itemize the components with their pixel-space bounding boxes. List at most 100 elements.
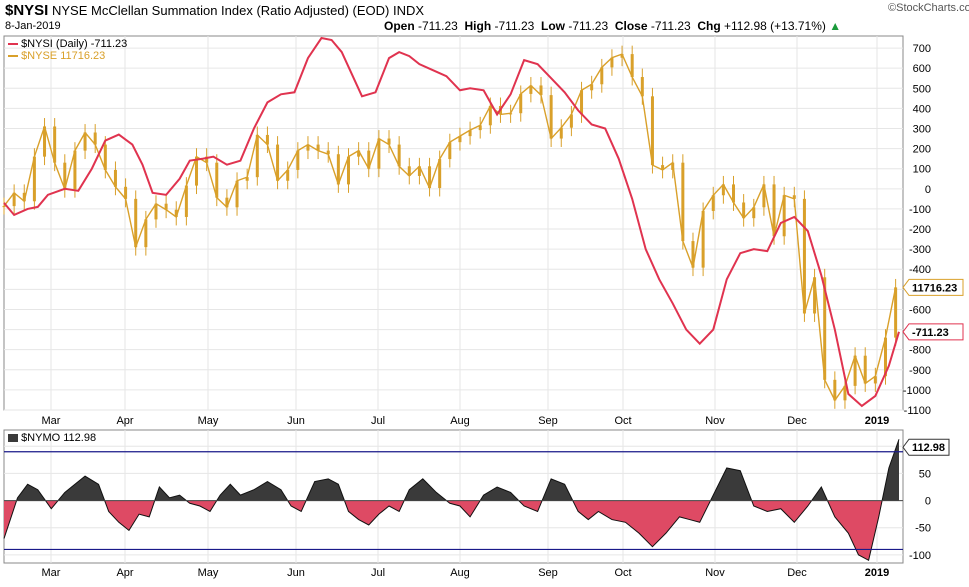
nyse-candle bbox=[205, 156, 209, 163]
y-tick-label: 100 bbox=[913, 164, 931, 176]
open-value: -711.23 bbox=[418, 19, 458, 33]
ohlc-readout: Open -711.23 High -711.23 Low -711.23 Cl… bbox=[384, 19, 841, 33]
nyse-candle bbox=[883, 337, 887, 377]
nyse-candle bbox=[894, 287, 898, 338]
legend-nyse: $NYSE 11716.23 bbox=[8, 50, 105, 62]
nyse-candle bbox=[539, 85, 543, 96]
nymo-x-tick-label: 2019 bbox=[865, 567, 889, 579]
x-tick-label: Apr bbox=[116, 415, 133, 427]
nyse-candle bbox=[630, 54, 634, 78]
up-arrow-icon: ▲ bbox=[829, 19, 842, 33]
nyse-candle bbox=[610, 57, 614, 68]
nyse-candle bbox=[721, 184, 725, 196]
y-tick-label: -100 bbox=[909, 204, 931, 216]
nymo-last-tag-box bbox=[902, 438, 950, 456]
nymo-y-tick-label: -50 bbox=[915, 523, 931, 535]
y-tick-label: -400 bbox=[909, 264, 931, 276]
nyse-candle bbox=[316, 144, 320, 151]
y-tick-label: 0 bbox=[925, 184, 931, 196]
nyse-candle bbox=[843, 385, 847, 401]
low-label: Low bbox=[541, 19, 565, 33]
y-tick-label: 400 bbox=[913, 103, 931, 115]
nysi-line bbox=[3, 36, 900, 408]
nyse-candle bbox=[43, 126, 47, 157]
nyse-candle bbox=[53, 126, 57, 163]
legend-nysi: $NYSI (Daily) -711.23 bbox=[8, 38, 127, 50]
nyse-candle bbox=[833, 379, 837, 401]
nyse-candle bbox=[813, 277, 817, 314]
x-tick-label: Nov bbox=[705, 415, 725, 427]
y-tick-label: 600 bbox=[913, 63, 931, 75]
nyse-last-tag: 11716.23 bbox=[902, 278, 964, 296]
y-tick-label: -600 bbox=[909, 304, 931, 316]
nymo-line bbox=[3, 439, 900, 562]
nyse-candle bbox=[711, 195, 715, 211]
legend-nysi-swatch bbox=[8, 43, 18, 46]
nyse-candle bbox=[144, 219, 148, 248]
nyse-candle bbox=[235, 180, 239, 208]
nymo-last-tag-text: 112.98 bbox=[912, 442, 945, 454]
nyse-candle bbox=[873, 376, 877, 384]
nyse-candle bbox=[661, 165, 665, 170]
nymo-x-tick-label: Jul bbox=[371, 567, 385, 579]
nymo-plot-frame bbox=[3, 429, 904, 564]
nyse-candle bbox=[296, 150, 300, 170]
nyse-candle bbox=[164, 203, 168, 210]
nyse-candle bbox=[752, 207, 756, 219]
nyse-candle bbox=[286, 169, 290, 181]
x-tick-label: 2019 bbox=[865, 415, 889, 427]
nymo-x-tick-label: Aug bbox=[450, 567, 470, 579]
nyse-last-tag-text: 11716.23 bbox=[912, 282, 957, 294]
nymo-last-tag: 112.98 bbox=[902, 438, 950, 456]
nyse-candle bbox=[762, 184, 766, 208]
chg-label: Chg bbox=[697, 19, 721, 33]
nyse-candle bbox=[650, 96, 654, 166]
nyse-candle bbox=[215, 162, 219, 198]
nyse-candle bbox=[620, 54, 624, 58]
nymo-x-tick-label: Nov bbox=[705, 567, 725, 579]
chart-title: $NYSI NYSE McClellan Summation Index (Ra… bbox=[5, 2, 424, 19]
nyse-candle bbox=[792, 195, 796, 199]
nyse-candle bbox=[519, 93, 523, 114]
nyse-candle bbox=[2, 206, 6, 208]
nymo-positive-area bbox=[4, 439, 899, 501]
nyse-candle bbox=[93, 132, 97, 145]
nyse-candle bbox=[357, 150, 361, 157]
nymo-x-tick-label: May bbox=[198, 567, 219, 579]
nyse-candle bbox=[569, 114, 573, 128]
nyse-candle bbox=[265, 134, 269, 145]
main-plot-frame bbox=[3, 35, 904, 411]
nyse-candle bbox=[174, 209, 178, 217]
nyse-candle bbox=[468, 130, 472, 137]
nyse-candle bbox=[640, 77, 644, 97]
legend-nymo-swatch bbox=[8, 434, 18, 443]
nyse-candle bbox=[681, 162, 685, 242]
x-tick-label: Jun bbox=[287, 415, 305, 427]
nysi-last-tag-box bbox=[902, 323, 964, 341]
legend-nyse-swatch bbox=[8, 55, 18, 58]
y-tick-label: -800 bbox=[909, 345, 931, 357]
nymo-x-tick-label: Dec bbox=[787, 567, 807, 579]
nyse-candle bbox=[32, 156, 36, 202]
x-tick-label: Mar bbox=[42, 415, 61, 427]
nyse-candle bbox=[154, 203, 158, 220]
open-label: Open bbox=[384, 19, 415, 33]
nysi-last-tag-text: -711.23 bbox=[912, 327, 949, 339]
nyse-candle bbox=[377, 138, 381, 169]
nyse-candle bbox=[83, 132, 87, 151]
nyse-candle bbox=[802, 198, 806, 314]
main-panel: 7006005004003002001000-100-200-300-400-5… bbox=[2, 35, 964, 427]
x-tick-label: Jul bbox=[371, 415, 385, 427]
nyse-candle bbox=[326, 150, 330, 155]
nyse-candle bbox=[549, 95, 553, 139]
y-tick-label: -300 bbox=[909, 244, 931, 256]
high-label: High bbox=[464, 19, 492, 33]
nysi-last-tag: -711.23 bbox=[902, 323, 964, 341]
nyse-candle bbox=[438, 159, 442, 189]
nymo-y-tick-label: 50 bbox=[919, 468, 931, 480]
nyse-candle bbox=[113, 169, 117, 187]
nyse-candle bbox=[184, 185, 188, 217]
y-tick-label: 700 bbox=[913, 43, 931, 55]
exchange: INDX bbox=[393, 3, 425, 18]
nyse-candle bbox=[691, 241, 695, 268]
